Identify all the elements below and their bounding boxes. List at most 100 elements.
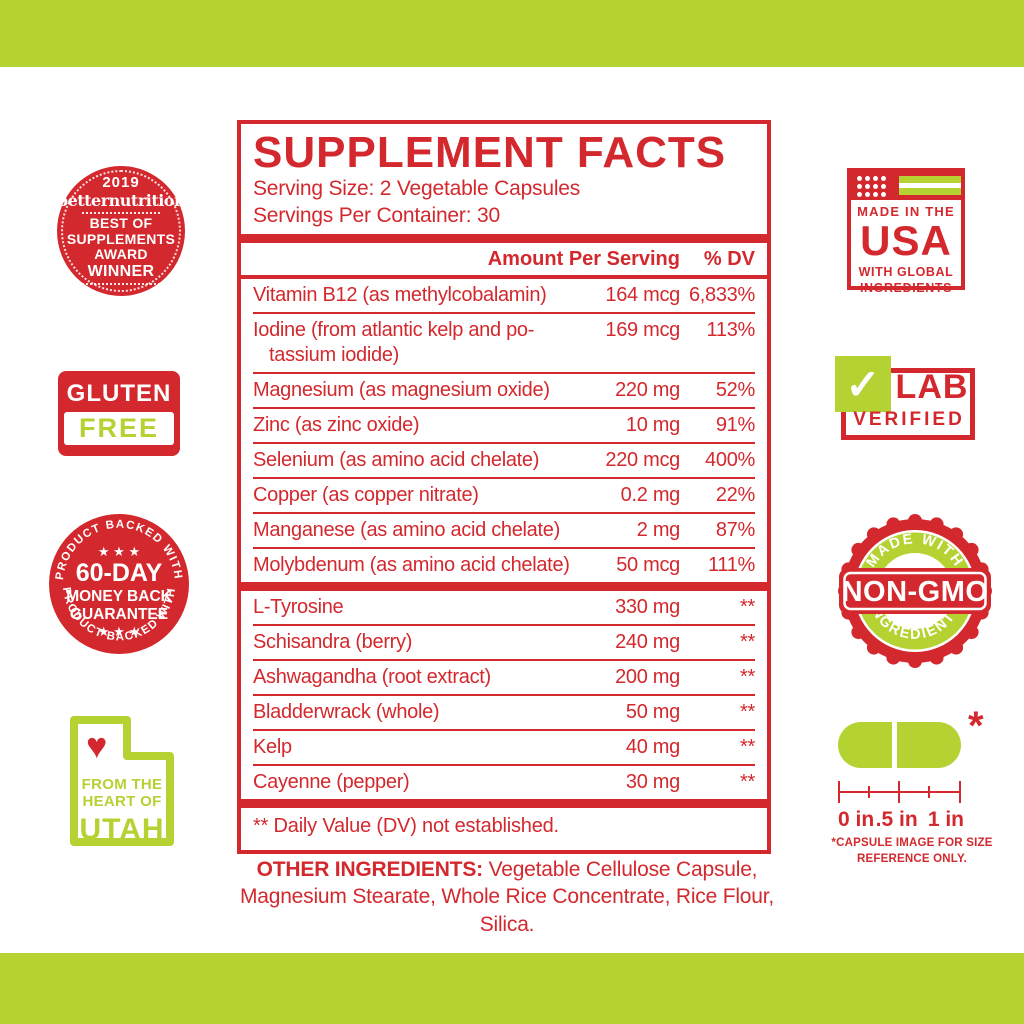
mineral-rows: Vitamin B12 (as methylcobalamin) 164 mcg… (253, 279, 755, 582)
ingredient-amount: 164 mcg (605, 284, 680, 307)
ingredient-amount: 200 mg (615, 666, 680, 689)
ingredient-amount: 0.2 mg (620, 484, 681, 507)
ingredient-amount: 169 mcg (605, 319, 680, 342)
ingredient-name: Kelp (253, 736, 292, 759)
servings-per-container: Servings Per Container: 30 (253, 203, 500, 227)
guarantee-label: GUARANTEE (70, 606, 168, 623)
ingredient-name: Iodine (from atlantic kelp and po- tassi… (253, 319, 535, 367)
ingredient-dv: 6,833% (688, 284, 755, 307)
ruler-labels: 0 in .5 in 1 in (832, 808, 968, 832)
divider-thick (241, 799, 767, 809)
ingredient-dv: 113% (706, 319, 756, 342)
verified-label: VERIFIED (853, 409, 965, 430)
top-green-bar (0, 0, 1024, 67)
serving-size: Serving Size: 2 Vegetable Capsules (253, 177, 581, 201)
free-label: FREE (64, 412, 174, 445)
other-ingredients-label: OTHER INGREDIENTS: (256, 858, 483, 881)
supplement-row: Copper (as copper nitrate) 0.2 mg 22% (253, 477, 755, 512)
ingredient-name: Schisandra (berry) (253, 631, 413, 654)
ingredient-amount: 220 mcg (605, 449, 680, 472)
divider-medium (241, 275, 767, 280)
ingredient-name: Molybdenum (as amino acid chelate) (253, 554, 570, 577)
ingredient-dv: 87% (715, 519, 755, 542)
supplement-facts-panel: SUPPLEMENT FACTS Serving Size: 2 Vegetab… (237, 120, 771, 855)
ruler-label-0: 0 in (838, 808, 875, 831)
ingredient-name: Copper (as copper nitrate) (253, 484, 479, 507)
guarantee-seal-icon: PRODUCT BACKED WITH PRODUCT BACKED WITH … (49, 514, 189, 654)
ingredient-dv: 52% (715, 379, 755, 402)
supplement-row: Vitamin B12 (as methylcobalamin) 164 mcg… (253, 279, 755, 312)
heart-icon: ♥ (86, 725, 108, 766)
ingredient-name: Manganese (as amino acid chelate) (253, 519, 560, 542)
ingredient-amount: 50 mcg (616, 554, 680, 577)
ingredient-amount: 330 mg (615, 596, 680, 619)
sixty-day-label: 60-DAY (76, 559, 163, 587)
badge-from-the-heart-of-utah: ♥ FROM THE HEART OF UTAH (68, 714, 176, 848)
ingredient-name: L-Tyrosine (253, 596, 344, 619)
ingredient-dv: ** (740, 736, 755, 759)
supplement-row: Selenium (as amino acid chelate) 220 mcg… (253, 442, 755, 477)
utah-line: HEART OF (82, 793, 162, 811)
divider-thick (241, 234, 767, 244)
ingredient-name: Zinc (as zinc oxide) (253, 414, 420, 437)
ingredient-amount: 30 mg (625, 771, 680, 794)
badge-non-gmo: MADE WITH INGREDIENTS NON-GMO (837, 512, 993, 670)
ingredient-dv: ** (740, 631, 755, 654)
money-back-label: MONEY BACK (66, 588, 172, 605)
ingredient-amount: 240 mg (615, 631, 680, 654)
badge-best-of-supplements: 2019 betternutrition BEST OF SUPPLEMENTS… (57, 166, 186, 296)
supplement-row: Kelp 40 mg ** (253, 729, 755, 764)
supplement-row: Molybdenum (as amino acid chelate) 50 mc… (253, 547, 755, 582)
ingredient-amount: 10 mg (625, 414, 680, 437)
gluten-label: GLUTEN (66, 380, 172, 407)
lab-label: LAB (895, 368, 969, 406)
capsule-size-reference: * 0 in .5 in 1 in *CAPSULE IMAGE FOR SIZ… (831, 704, 992, 865)
supplement-row: L-Tyrosine 330 mg ** (253, 591, 755, 624)
usa-label: USA (860, 217, 952, 264)
checkmark-icon: ✓ (835, 356, 891, 412)
ingredient-dv: 22% (715, 484, 755, 507)
capsule-icon (838, 722, 961, 768)
other-ingredients: OTHER INGREDIENTS: Vegetable Cellulose C… (212, 856, 802, 938)
supplement-row: Cayenne (pepper) 30 mg ** (253, 764, 755, 799)
ingredient-dv: ** (740, 666, 755, 689)
ingredients-label: INGREDIENTS (859, 280, 953, 295)
ruler-label-1: 1 in (927, 808, 964, 831)
supplement-row: Schisandra (berry) 240 mg ** (253, 624, 755, 659)
utah-line: FROM THE (81, 776, 163, 793)
badge-lab-verified: ✓ LAB VERIFIED (835, 356, 990, 446)
panel-title: SUPPLEMENT FACTS (253, 128, 727, 177)
badge-money-back-guarantee: PRODUCT BACKED WITH PRODUCT BACKED WITH … (48, 510, 190, 658)
ingredient-name: Magnesium (as magnesium oxide) (253, 379, 550, 402)
badge-gluten-free: GLUTEN FREE (58, 371, 180, 456)
ingredient-name: Cayenne (pepper) (253, 771, 410, 794)
utah-outline-icon (70, 716, 174, 846)
column-header-amount: Amount Per Serving (487, 248, 680, 271)
ingredient-amount: 50 mg (625, 701, 680, 724)
supplement-row: Magnesium (as magnesium oxide) 220 mg 52… (253, 372, 755, 407)
ingredient-dv: ** (740, 771, 755, 794)
made-in-the-label: MADE IN THE (857, 204, 955, 219)
non-gmo-seal-icon: MADE WITH INGREDIENTS NON-GMO (838, 514, 992, 668)
table-header: Amount Per Serving % DV (253, 243, 755, 275)
non-gmo-banner: NON-GMO (842, 576, 989, 608)
ingredient-name: Selenium (as amino acid chelate) (253, 449, 540, 472)
supplement-row: Ashwagandha (root extract) 200 mg ** (253, 659, 755, 694)
ingredient-name: Ashwagandha (root extract) (253, 666, 491, 689)
supplement-row: Manganese (as amino acid chelate) 2 mg 8… (253, 512, 755, 547)
asterisk-icon: * (968, 704, 984, 748)
divider-thick (241, 582, 767, 592)
dotted-ring (61, 170, 181, 292)
ingredient-amount: 220 mg (615, 379, 680, 402)
ingredient-dv: ** (740, 596, 755, 619)
ruler-label-half: .5 in (875, 808, 918, 831)
ingredient-dv: ** (740, 701, 755, 724)
ingredient-amount: 40 mg (625, 736, 680, 759)
supplement-row: Zinc (as zinc oxide) 10 mg 91% (253, 407, 755, 442)
supplement-row: Iodine (from atlantic kelp and po- tassi… (253, 312, 755, 372)
herbal-rows: L-Tyrosine 330 mg ** Schisandra (berry) … (253, 591, 755, 799)
stars-icon: ★ ★ ★ (98, 544, 140, 559)
bottom-green-bar (0, 953, 1024, 1024)
ingredient-name: Bladderwrack (whole) (253, 701, 440, 724)
ingredient-dv: 111% (708, 554, 755, 577)
